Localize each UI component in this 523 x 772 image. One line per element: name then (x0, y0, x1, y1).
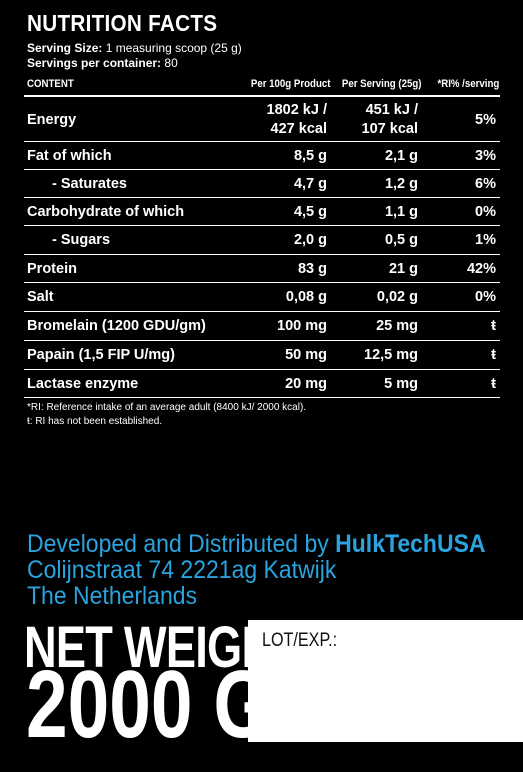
cell-value: 2,0 g (293, 232, 327, 248)
cell-value: ŧ (491, 347, 496, 363)
cell-value: 4,7 g (293, 175, 327, 192)
row-label: - Sugars (52, 232, 111, 248)
cell-value: 12,5 mg (364, 347, 418, 363)
cell-value: 4,5 g (293, 203, 327, 220)
row-label: Bromelain (1200 GDU/gm) (27, 318, 206, 334)
text: Developed and Distributed by (27, 530, 329, 558)
cell-value: 0,08 g (285, 289, 327, 305)
cell-value: 107 kcal (361, 121, 418, 137)
column-header: CONTENT (27, 78, 74, 90)
title: NUTRITION FACTS (27, 10, 218, 36)
rule (24, 397, 500, 398)
lot-label: LOT/EXP.: (262, 630, 338, 651)
cell-value: 0% (475, 289, 496, 305)
rule (24, 197, 500, 198)
rule (24, 169, 500, 170)
footnote: *RI: Reference intake of an average adul… (27, 402, 307, 413)
column-header: Per 100g Product (250, 78, 330, 90)
rule (24, 254, 500, 255)
rule (24, 369, 500, 370)
cell-value: 1,1 g (384, 203, 418, 220)
brand: HulkTechUSA (335, 530, 486, 558)
distributor-line: The Netherlands (27, 582, 198, 610)
cell-value: 1% (475, 232, 496, 248)
value: 80 (164, 56, 178, 70)
servings: Servings per container: 80 (27, 56, 178, 70)
cell-value: 20 mg (285, 375, 327, 392)
cell-value: 8,5 g (293, 147, 327, 164)
cell-value: 5% (475, 111, 496, 128)
row-label: Salt (27, 289, 54, 305)
cell-value: ŧ (491, 318, 496, 334)
cell-value: 42% (466, 260, 496, 277)
row-label: Energy (27, 111, 77, 128)
lot-box (248, 620, 523, 742)
net-weight-value: 2000 G (26, 651, 272, 758)
cell-value: 83 g (297, 260, 327, 277)
cell-value: 3% (475, 147, 496, 164)
label: Servings per container: (27, 56, 162, 70)
cell-value: 1,2 g (384, 175, 418, 192)
cell-value: 21 g (388, 260, 418, 277)
rule (24, 141, 500, 142)
cell-value: 5 mg (384, 375, 418, 392)
cell-value: 451 kJ / (365, 102, 418, 118)
cell-value: 427 kcal (270, 121, 327, 137)
cell-value: 0,02 g (376, 289, 418, 305)
value: 1 measuring scoop (25 g) (105, 41, 242, 55)
rule (24, 340, 500, 341)
cell-value: 100 mg (277, 318, 327, 334)
rule (24, 95, 500, 97)
row-label: Carbohydrate of which (27, 203, 185, 220)
cell-value: 2,1 g (384, 147, 418, 164)
cell-value: ŧ (491, 375, 496, 392)
distributor-line: Developed and Distributed by HulkTechUSA (27, 530, 486, 559)
row-label: Protein (27, 260, 77, 277)
row-label: Fat of which (27, 147, 112, 164)
row-label: Papain (1,5 FIP U/mg) (27, 347, 175, 363)
footnote: ŧ: RI has not been established. (27, 416, 163, 427)
label: Serving Size: (27, 41, 103, 55)
cell-value: 0,5 g (384, 232, 418, 248)
rule (24, 311, 500, 312)
cell-value: 50 mg (285, 347, 327, 363)
cell-value: 0% (475, 203, 496, 220)
column-header: *RI% /serving (437, 78, 499, 90)
rule (24, 282, 500, 283)
serving-size: Serving Size: 1 measuring scoop (25 g) (27, 41, 242, 55)
distributor-line: Colijnstraat 74 2221ag Katwijk (27, 556, 337, 584)
row-label: Lactase enzyme (27, 375, 139, 392)
cell-value: 1802 kJ / (266, 102, 327, 118)
cell-value: 6% (475, 175, 496, 192)
cell-value: 25 mg (376, 318, 418, 334)
row-label: - Saturates (52, 175, 127, 192)
column-header: Per Serving (25g) (341, 78, 421, 90)
rule (24, 225, 500, 226)
